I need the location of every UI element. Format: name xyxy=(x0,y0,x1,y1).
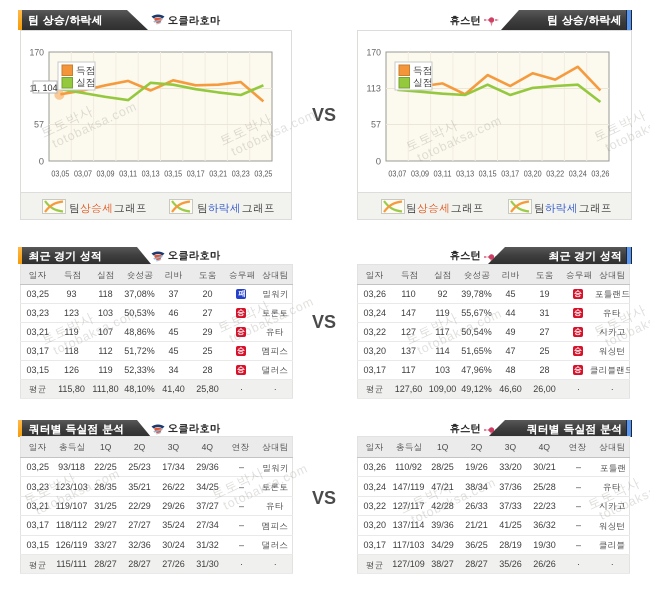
svg-text:03,07: 03,07 xyxy=(74,169,92,179)
svg-text:03,09: 03,09 xyxy=(97,169,115,179)
svg-text:03,07: 03,07 xyxy=(388,169,406,179)
svg-text:0: 0 xyxy=(376,157,381,168)
svg-text:1, 104: 1, 104 xyxy=(32,83,57,93)
svg-text:57: 57 xyxy=(34,120,44,131)
svg-text:03,13: 03,13 xyxy=(456,169,474,179)
svg-text:170: 170 xyxy=(367,48,382,59)
svg-text:03,13: 03,13 xyxy=(142,169,160,179)
svg-text:03,11: 03,11 xyxy=(119,169,137,179)
svg-text:03,26: 03,26 xyxy=(591,169,609,179)
svg-text:03,22: 03,22 xyxy=(546,169,564,179)
svg-text:03,11: 03,11 xyxy=(434,169,452,179)
svg-text:03,21: 03,21 xyxy=(209,169,227,179)
svg-text:03,17: 03,17 xyxy=(501,169,519,179)
svg-text:03,15: 03,15 xyxy=(164,169,182,179)
svg-text:03,05: 03,05 xyxy=(51,169,69,179)
svg-text:03,09: 03,09 xyxy=(411,169,429,179)
svg-text:170: 170 xyxy=(30,48,45,59)
svg-text:0: 0 xyxy=(39,157,44,168)
svg-text:03,17: 03,17 xyxy=(187,169,205,179)
svg-text:03,25: 03,25 xyxy=(254,169,272,179)
svg-text:03,23: 03,23 xyxy=(232,169,250,179)
svg-text:03,24: 03,24 xyxy=(569,169,587,179)
svg-text:113: 113 xyxy=(367,84,382,95)
svg-text:03,20: 03,20 xyxy=(524,169,542,179)
svg-text:57: 57 xyxy=(371,120,381,131)
svg-text:03,15: 03,15 xyxy=(479,169,497,179)
